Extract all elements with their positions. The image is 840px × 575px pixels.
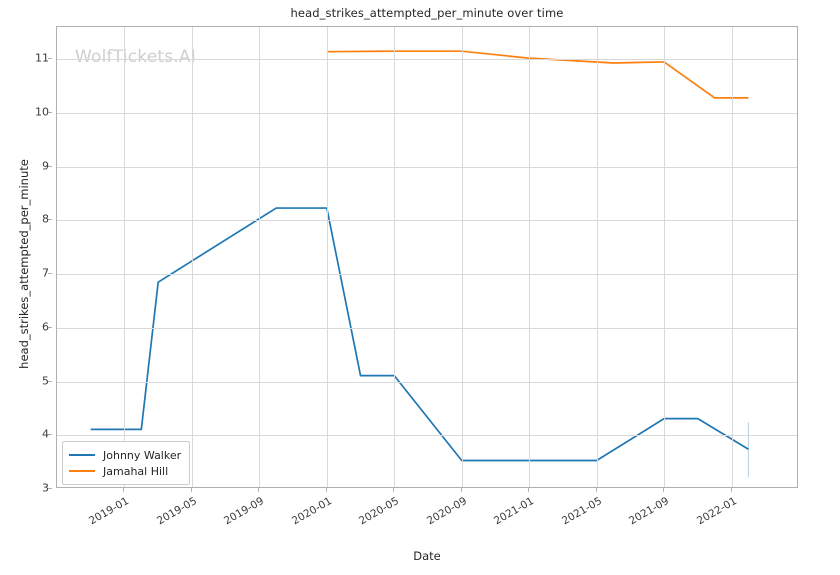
legend-swatch-series-1 [69, 470, 95, 472]
y-tick-mark [48, 219, 52, 221]
y-axis-label: head_strikes_attempted_per_minute [17, 159, 31, 369]
x-tick-label: 2022-01 [694, 495, 739, 528]
gridline-horizontal [57, 59, 797, 61]
y-tick-mark [48, 58, 52, 60]
x-axis: 2019-01 2019-05 2019-09 2020-01 2020-05 2020-… [56, 488, 798, 548]
x-tick-label: 2020-09 [424, 495, 469, 528]
y-tick-label: 4 [42, 427, 49, 441]
x-tick-label: 2020-01 [289, 495, 334, 528]
plot-area: WolfTickets.AI [56, 26, 798, 488]
legend-label-series-0: Johnny Walker [103, 448, 182, 462]
gridline-horizontal [57, 166, 797, 168]
gridline-vertical [326, 27, 328, 487]
gridline-vertical [664, 27, 666, 487]
y-tick-mark [48, 434, 52, 436]
gridline-horizontal [57, 327, 797, 329]
x-tick-mark [325, 488, 327, 492]
gridline-vertical [191, 27, 193, 487]
x-tick-mark [730, 488, 732, 492]
y-tick-label: 6 [42, 320, 49, 334]
x-tick-mark [258, 488, 260, 492]
x-tick-label: 2021-05 [559, 495, 604, 528]
x-tick-label: 2021-01 [492, 495, 537, 528]
gridline-vertical [731, 27, 733, 487]
y-tick-label: 3 [42, 481, 49, 495]
gridline-vertical [124, 27, 126, 487]
y-tick-label: 7 [42, 266, 49, 280]
gridline-vertical [394, 27, 396, 487]
series-lines [90, 50, 749, 478]
x-tick-mark [190, 488, 192, 492]
y-tick-label: 11 [35, 51, 49, 65]
series-line-1 [326, 50, 749, 99]
x-tick-mark [663, 488, 665, 492]
y-tick-mark [48, 488, 52, 489]
x-tick-mark [460, 488, 462, 492]
x-tick-mark [528, 488, 530, 492]
gridline-horizontal [57, 274, 797, 276]
y-tick-label: 9 [42, 159, 49, 173]
x-tick-mark [393, 488, 395, 492]
gridline-vertical [461, 27, 463, 487]
chart-title: head_strikes_attempted_per_minute over t… [290, 6, 564, 20]
y-tick-label: 5 [42, 374, 49, 388]
gridline-horizontal [57, 381, 797, 383]
x-tick-label: 2020-05 [357, 495, 402, 528]
legend-item-1[interactable]: Jamahal Hill [69, 463, 181, 479]
x-tick-label: 2019-09 [222, 495, 267, 528]
x-tick-label: 2019-01 [87, 495, 132, 528]
y-tick-label: 10 [35, 105, 49, 119]
y-tick-mark [48, 380, 52, 382]
y-tick-mark [48, 165, 52, 167]
series-line-0 [90, 207, 749, 462]
y-tick-mark [48, 326, 52, 328]
y-axis: 3 4 5 6 7 8 9 10 11 [0, 26, 52, 495]
gridline-vertical [529, 27, 531, 487]
x-tick-label: 2019-05 [154, 495, 199, 528]
legend-item-0[interactable]: Johnny Walker [69, 447, 181, 463]
y-tick-label: 8 [42, 212, 49, 226]
x-tick-mark [595, 488, 597, 492]
x-tick-label: 2021-09 [627, 495, 672, 528]
x-tick-mark [123, 488, 125, 492]
legend-swatch-series-0 [69, 454, 95, 456]
y-tick-mark [48, 273, 52, 275]
watermark: WolfTickets.AI [75, 47, 196, 67]
gridline-vertical [596, 27, 598, 487]
gridline-horizontal [57, 435, 797, 437]
y-tick-mark [48, 111, 52, 113]
chart-legend: Johnny Walker Jamahal Hill [62, 441, 191, 485]
legend-label-series-1: Jamahal Hill [103, 464, 169, 478]
gridline-vertical [259, 27, 261, 487]
x-axis-label: Date [413, 549, 441, 563]
gridline-horizontal [57, 112, 797, 114]
gridline-horizontal [57, 220, 797, 222]
